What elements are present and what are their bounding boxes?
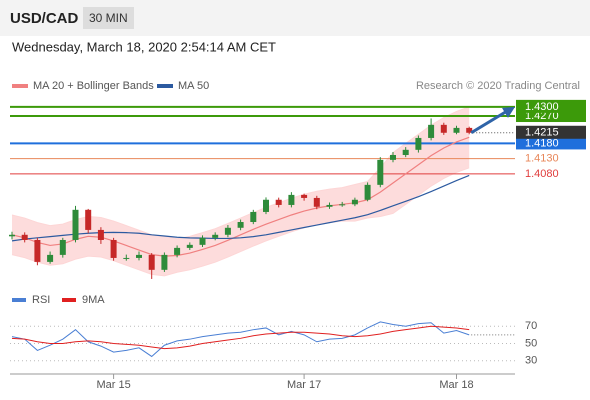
candle-body: [402, 149, 409, 155]
candle-body: [161, 254, 168, 270]
indicator-line: [11, 321, 470, 358]
candle-body: [21, 234, 28, 240]
candle-body: [364, 184, 371, 200]
indicator-line: [11, 325, 470, 350]
level-label-box: [516, 136, 586, 150]
legend-label: 9MA: [82, 294, 105, 306]
candle-body: [186, 244, 193, 248]
y-tick-label: 30: [525, 355, 537, 367]
candle-body: [275, 199, 282, 205]
candle-body: [237, 222, 244, 228]
x-tick-label: Mar 17: [287, 379, 321, 391]
legend-label: MA 20 + Bollinger Bands: [33, 80, 154, 92]
candle-body: [199, 237, 206, 245]
y-tick-label: 50: [525, 337, 537, 349]
candle-body: [453, 127, 460, 133]
level-label: 1.4080: [525, 168, 559, 180]
arrow-head: [502, 106, 515, 118]
level-label: 1.4130: [525, 153, 559, 165]
y-tick-label: 70: [525, 320, 537, 332]
candle-body: [326, 204, 333, 207]
moving-average: [11, 136, 470, 257]
legend-label: RSI: [32, 294, 50, 306]
candle-body: [428, 124, 435, 138]
bollinger-band: [12, 106, 470, 276]
candle-body: [250, 211, 257, 223]
candle-body: [377, 159, 384, 185]
band-edge: [11, 167, 470, 277]
candle-body: [301, 194, 308, 198]
level-label: 1.4180: [525, 137, 559, 149]
candle-body: [415, 137, 422, 150]
candle-body: [339, 204, 346, 206]
x-tick-label: Mar 15: [96, 379, 130, 391]
candle-body: [85, 209, 92, 230]
level-label-box: [516, 99, 586, 113]
candle-body: [313, 197, 320, 207]
candle-body: [263, 199, 269, 212]
source: Research © 2020 Trading Central: [416, 80, 580, 92]
date: Wednesday, March 18, 2020 2:54:14 AM CET: [12, 39, 276, 54]
candle-body: [34, 239, 41, 262]
legend-label: MA 50: [178, 80, 209, 92]
candle-body: [9, 234, 15, 237]
level-label: 1.4270: [525, 110, 559, 122]
candle-body: [440, 124, 447, 133]
candle-body: [110, 239, 117, 258]
level-label: 1.4300: [525, 101, 559, 113]
candle-body: [466, 127, 473, 133]
candle-body: [148, 254, 155, 270]
symbol: USD/CAD: [10, 10, 79, 27]
header: USD/CAD 30 MIN: [0, 0, 590, 36]
x-tick-label: Mar 18: [439, 379, 473, 391]
candle-body: [351, 199, 358, 205]
candle-body: [59, 239, 66, 255]
candle-body: [136, 254, 142, 258]
candle-body: [390, 154, 396, 160]
candle-body: [174, 247, 181, 255]
candle-body: [47, 254, 54, 262]
candle-body: [72, 209, 79, 240]
candle-body: [224, 227, 231, 235]
timeframe-button[interactable]: 30 MIN: [83, 7, 134, 29]
candle-body: [97, 229, 104, 240]
level-label: 1.4215: [525, 127, 559, 139]
projection-arrow: [470, 108, 510, 135]
chart: Wednesday, March 18, 2020 2:54:14 AM CET…: [0, 36, 590, 400]
candle-body: [123, 257, 130, 259]
candle-body: [212, 234, 219, 238]
candle-body: [288, 194, 295, 205]
level-label-box: [516, 125, 586, 139]
